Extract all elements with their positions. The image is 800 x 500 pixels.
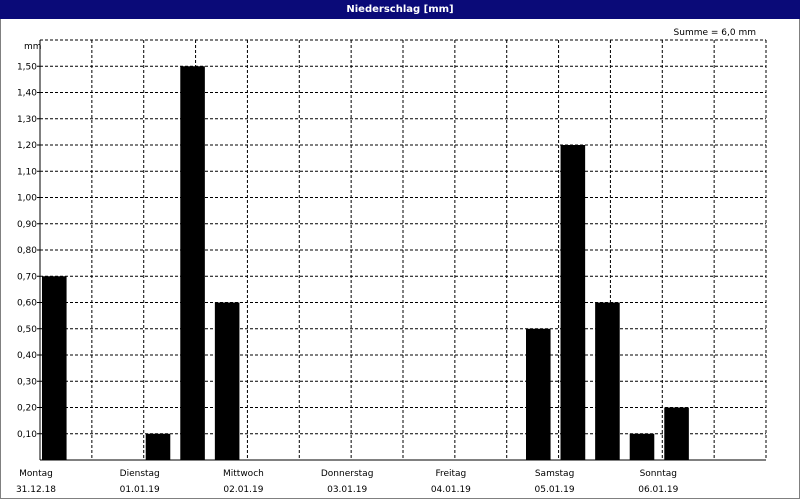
day-date-label: 01.01.19 [120, 485, 160, 495]
day-name-label: Samstag [535, 469, 574, 479]
grid-lines [40, 39, 767, 460]
day-name-label: Freitag [435, 469, 466, 479]
day-date-label: 31.12.18 [16, 485, 56, 495]
bars [42, 66, 689, 460]
day-date-label: 02.01.19 [223, 485, 263, 495]
y-tick-label: 0,20 [17, 404, 37, 414]
day-name-label: Sonntag [640, 469, 677, 479]
day-name-label: Montag [19, 469, 53, 479]
precipitation-bar [595, 302, 620, 460]
day-date-label: 04.01.19 [431, 485, 471, 495]
precipitation-bar [145, 433, 171, 460]
y-tick-label: 1,50 [17, 62, 37, 72]
y-tick-label: 1,30 [17, 115, 37, 125]
y-axis-unit: mm [24, 42, 42, 52]
y-tick-label: 0,90 [17, 220, 37, 230]
day-name-label: Dienstag [120, 469, 160, 479]
axes [37, 40, 766, 461]
y-tick-label: 1,00 [17, 194, 37, 204]
day-date-label: 05.01.19 [535, 485, 575, 495]
precipitation-bar [214, 302, 240, 460]
labels: mm Summe = 6,0 mm 0,10 0,20 0,30 0,40 0,50 0,… [16, 28, 756, 495]
precipitation-bar [180, 66, 205, 460]
y-tick-label: 0,10 [17, 430, 37, 440]
y-tick-label: 0,50 [17, 325, 37, 335]
y-tick-label: 0,80 [17, 246, 37, 256]
chart-title: Niederschlag [mm] [346, 4, 454, 15]
day-date-label: 03.01.19 [327, 485, 367, 495]
y-tick-label: 0,70 [17, 272, 37, 282]
day-name-label: Donnerstag [321, 469, 374, 479]
precipitation-bar [560, 145, 586, 460]
precipitation-bar [526, 328, 551, 460]
chart-title-bar: Niederschlag [mm] [0, 0, 800, 19]
y-tick-label: 0,30 [17, 377, 37, 387]
precipitation-bar [629, 433, 655, 460]
sum-annotation: Summe = 6,0 mm [674, 28, 756, 38]
y-tick-label: 0,40 [17, 351, 37, 361]
y-tick-label: 1,10 [17, 167, 37, 177]
precipitation-bar [42, 276, 67, 460]
y-tick-label: 0,60 [17, 299, 37, 309]
precipitation-bar [664, 407, 689, 460]
day-name-label: Mittwoch [223, 469, 264, 479]
y-tick-label: 1,20 [17, 141, 37, 151]
day-date-label: 06.01.19 [638, 485, 678, 495]
y-tick-label: 1,40 [17, 89, 37, 99]
